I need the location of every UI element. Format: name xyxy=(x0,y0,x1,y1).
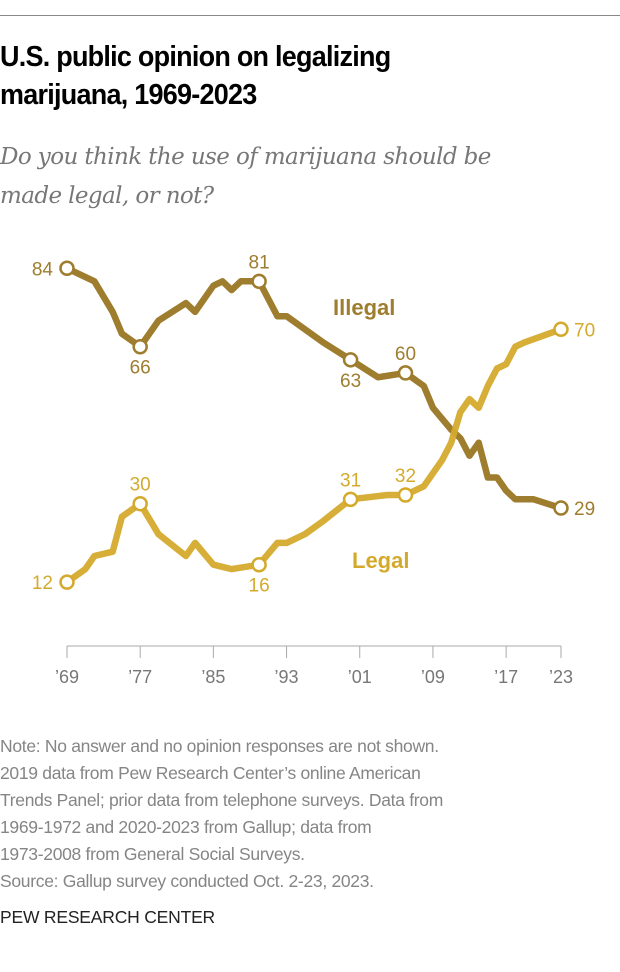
data-label: 66 xyxy=(130,358,151,379)
data-label: 31 xyxy=(340,470,361,491)
subtitle-line: Do you think the use of marijuana should… xyxy=(0,144,491,170)
x-tick-label: ’01 xyxy=(348,667,372,687)
source-line: Source: Gallup survey conducted Oct. 2-2… xyxy=(0,871,374,891)
data-point-marker xyxy=(59,574,75,590)
x-tick-label: ’23 xyxy=(549,667,573,687)
data-point-marker xyxy=(132,338,148,355)
data-point-marker xyxy=(397,487,414,503)
series-label-legal: Legal xyxy=(352,548,409,573)
data-label: 16 xyxy=(249,576,270,597)
data-label: 29 xyxy=(574,499,595,520)
data-label: 12 xyxy=(32,573,53,594)
note-line: Trends Panel; prior data from telephone … xyxy=(0,790,444,810)
data-label: 60 xyxy=(395,344,416,365)
series-line-illegal xyxy=(63,265,565,512)
chart-subtitle: Do you think the use of marijuana should… xyxy=(0,138,620,216)
data-point-marker xyxy=(342,491,359,508)
data-label: 84 xyxy=(32,259,54,280)
title-line: marijuana, 1969-2023 xyxy=(0,79,257,111)
top-rule xyxy=(0,15,620,16)
x-tick-label: ’17 xyxy=(494,667,518,687)
data-point-marker xyxy=(553,321,569,338)
data-point-marker xyxy=(251,273,267,290)
brand-name: PEW RESEARCH CENTER xyxy=(0,907,215,927)
note-line: Note: No answer and no opinion responses… xyxy=(0,736,439,756)
data-label: 81 xyxy=(249,252,270,273)
data-point-marker xyxy=(553,500,569,516)
note-line: 1969-1972 and 2020-2023 from Gallup; dat… xyxy=(0,817,372,837)
x-tick-label: ’09 xyxy=(421,667,445,687)
x-tick-label: ’69 xyxy=(55,667,79,687)
data-label: 63 xyxy=(340,371,361,392)
x-tick-label: ’85 xyxy=(201,667,225,687)
title-line: U.S. public opinion on legalizing xyxy=(0,41,391,73)
note-line: 2019 data from Pew Research Center’s onl… xyxy=(0,763,421,783)
note-line: 1973-2008 from General Social Surveys. xyxy=(0,844,305,864)
data-label: 32 xyxy=(395,466,416,487)
chart-title: U.S. public opinion on legalizing mariju… xyxy=(0,38,577,114)
line-chart: ’69 ’77 ’85 ’93 ’01 ’09 ’17 ’23 Illegal Legal 84 66… xyxy=(32,252,595,687)
x-tick-label: ’93 xyxy=(275,667,299,687)
series-label-illegal: Illegal xyxy=(333,295,395,320)
data-label: 70 xyxy=(574,320,595,341)
x-tick-label: ’77 xyxy=(128,667,152,687)
data-point-marker xyxy=(132,495,148,512)
subtitle-line: made legal, or not? xyxy=(0,183,214,209)
data-point-marker xyxy=(59,260,75,277)
data-label: 30 xyxy=(130,475,151,496)
data-point-marker xyxy=(251,556,267,573)
data-point-marker xyxy=(342,352,359,368)
data-point-marker xyxy=(397,365,414,381)
chart-note: Note: No answer and no opinion responses… xyxy=(0,733,620,895)
